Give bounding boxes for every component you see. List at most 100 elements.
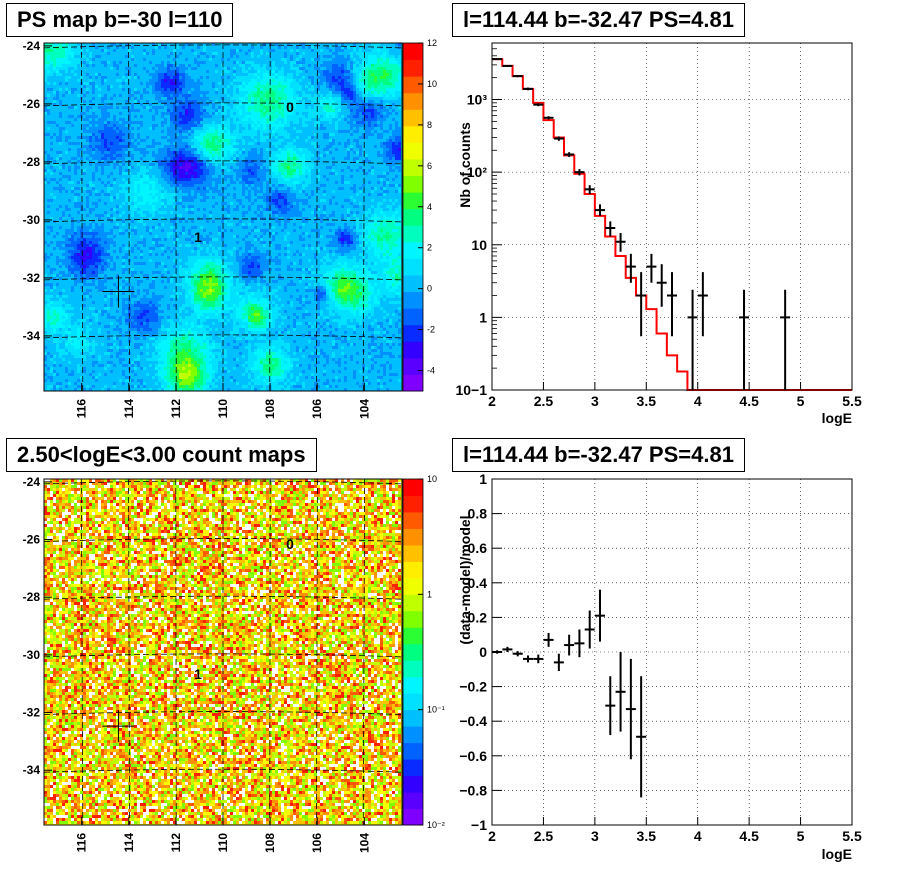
spectrum-x-label: logE [822,410,852,426]
colorbar-segment [403,341,423,358]
colorbar-tick-label: 10⁻² [427,820,445,830]
spectrum-y-tick-label: 10−1 [455,382,487,398]
colorbar-segment [403,528,423,545]
colorbar-tick-label: 10 [427,79,437,89]
map-x-tick-label: 108 [263,833,277,853]
colorbar-segment [403,76,423,93]
map-x-tick-label: 114 [122,833,136,853]
residuals-y-tick-label: −0.8 [459,782,487,798]
colorbar-segment [403,693,423,710]
colorbar-segment [403,726,423,743]
count-map-cells [44,479,401,824]
colorbar-segment [403,109,423,126]
residuals-x-tick-label: 5.5 [842,828,862,844]
map-x-tick-label: 114 [122,399,136,419]
ps-map-annotation-0: 0 [286,99,294,115]
colorbar-tick-label: 10 [427,474,437,484]
colorbar-segment [403,258,423,275]
residuals-y-tick-label: 1 [479,471,487,487]
residuals-x-tick-label: 2 [488,828,496,844]
map-y-tick-label: -32 [23,706,41,720]
colorbar-tick-label: 6 [427,161,432,171]
map-x-tick-label: 110 [216,833,230,853]
spectrum-data-point [523,88,533,91]
colorbar-segment [403,142,423,159]
residuals-panel: 2 2.5 3 3.5 4 4.5 5 5.5 −1−0.8−0.6−0.4−0.200.20… [457,471,862,862]
colorbar-tick-label: 10⁻¹ [427,705,445,715]
residuals-x-label: logE [822,846,852,862]
colorbar-segment [403,809,423,826]
residuals-title: l=114.44 b=-32.47 PS=4.81 [452,438,745,472]
colorbar-segment [403,545,423,562]
colorbar-segment [403,578,423,595]
colorbar-segment [403,710,423,727]
residuals-y-tick-label: −0.4 [459,713,487,729]
residuals-y-tick-label: −0.2 [459,679,487,695]
colorbar-segment [403,292,423,309]
colorbar-tick-label: -4 [427,366,435,376]
colorbar-tick-label: 4 [427,202,432,212]
residuals-y-label: (data-model)/model [457,515,473,644]
colorbar-segment [403,225,423,242]
spectrum-x-tick-label: 4 [694,393,702,409]
residuals-x-tick-label: 4.5 [739,828,759,844]
colorbar-segment [403,644,423,661]
residuals-x-tick-label: 3 [591,828,599,844]
colorbar-segment [403,126,423,143]
colorbar-segment [403,479,423,496]
residuals-y-tick-label: 0 [479,644,487,660]
map-x-tick-label: 116 [75,399,89,419]
colorbar-tick-label: 0 [427,284,432,294]
colorbar-segment [403,611,423,628]
map-x-tick-label: 110 [216,399,230,419]
map-y-tick-label: -34 [23,329,41,343]
map-x-tick-label: 116 [75,833,89,853]
map-y-tick-label: -24 [23,475,41,489]
residuals-y-tick-label: −0.6 [459,748,487,764]
colorbar-segment [403,759,423,776]
spectrum-data-point [502,65,512,67]
spectrum-x-tick-label: 4.5 [739,393,759,409]
spectrum-y-tick-label: 10³ [467,92,488,108]
colorbar-segment [403,275,423,292]
colorbar-tick-label: -2 [427,325,435,335]
colorbar-segment [403,743,423,760]
map-x-tick-label: 106 [310,833,324,853]
map-y-tick-label: -26 [23,97,41,111]
residuals-x-tick-label: 4 [694,828,702,844]
map-y-tick-label: -28 [23,590,41,604]
spectrum-x-tick-label: 3 [591,393,599,409]
colorbar-segment [403,495,423,512]
map-y-tick-label: -28 [23,155,41,169]
colorbar-segment [403,209,423,226]
spectrum-y-tick-label: 10 [471,237,487,253]
count-map-annotation-0: 0 [286,536,294,552]
colorbar-segment [403,159,423,176]
colorbar-tick-label: 12 [427,38,437,48]
map-y-tick-label: -32 [23,271,41,285]
map-y-tick-label: -34 [23,763,41,777]
map-x-tick-label: 112 [169,833,183,853]
count-map-title: 2.50<logE<3.00 count maps [6,438,317,472]
spectrum-x-tick-label: 2.5 [534,393,554,409]
colorbar-segment [403,561,423,578]
spectrum-x-tick-label: 2 [488,393,496,409]
colorbar-segment [403,358,423,375]
map-y-tick-label: -26 [23,533,41,547]
spectrum-data-point [513,75,523,77]
map-y-tick-label: -30 [23,213,41,227]
colorbar-segment [403,627,423,644]
colorbar-segment [403,242,423,259]
ps-map-cells [44,43,401,391]
spectrum-y-label: Nb of counts [457,122,473,208]
map-x-tick-label: 104 [357,399,371,419]
colorbar-tick-label: 8 [427,120,432,130]
colorbar-segment [403,93,423,110]
count-map-annotation-1: 1 [194,666,202,682]
colorbar-segment [403,308,423,325]
colorbar-segment [403,60,423,77]
